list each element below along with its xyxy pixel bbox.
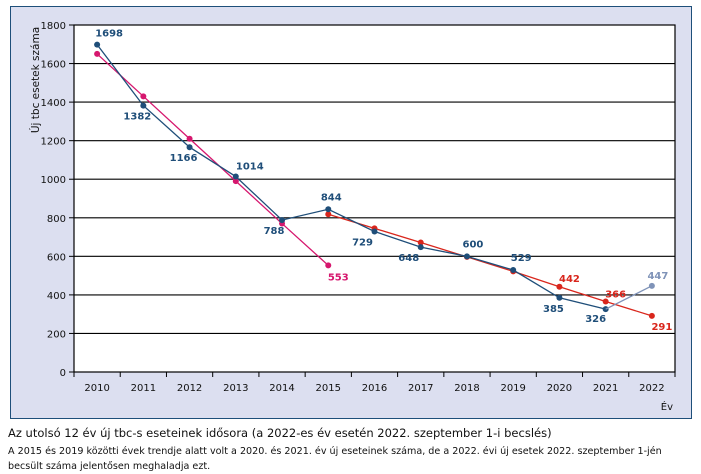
data-point-actual xyxy=(94,41,101,48)
x-axis-label: Év xyxy=(661,400,673,413)
data-point-trend-2015-2019 xyxy=(556,283,563,290)
data-label-actual: 326 xyxy=(585,314,606,325)
y-tick-label: 400 xyxy=(47,291,66,302)
data-point-actual xyxy=(325,206,332,213)
y-tick-label: 1200 xyxy=(41,137,66,148)
data-point-trend-2010-2015 xyxy=(325,262,332,269)
x-tick-label: 2014 xyxy=(269,383,294,394)
data-point-actual xyxy=(417,244,424,251)
data-label-actual: 529 xyxy=(511,253,532,264)
data-label-actual: 788 xyxy=(264,226,285,237)
y-tick-label: 200 xyxy=(47,329,66,340)
data-point-actual xyxy=(279,217,286,224)
y-tick-label: 1600 xyxy=(41,60,66,71)
data-point-trend-2010-2015 xyxy=(186,135,193,142)
data-label-actual: 844 xyxy=(321,192,342,203)
data-label-estimate-2022: 447 xyxy=(647,271,668,282)
figure-caption-body: A 2015 és 2019 közötti évek trendje alat… xyxy=(8,446,662,472)
data-label-actual: 1014 xyxy=(236,162,264,173)
x-tick-label: 2019 xyxy=(500,383,525,394)
y-tick-label: 1800 xyxy=(41,21,66,32)
x-tick-label: 2022 xyxy=(639,383,664,394)
y-tick-label: 800 xyxy=(47,214,66,225)
data-point-trend-2010-2015 xyxy=(94,50,101,57)
data-label-trend-2010-2015: 553 xyxy=(328,272,349,283)
data-label-trend-2015-2019: 291 xyxy=(651,322,672,333)
data-point-trend-2015-2019 xyxy=(648,312,655,319)
data-label-actual: 729 xyxy=(352,237,373,248)
x-tick-label: 2017 xyxy=(408,383,433,394)
data-label-actual: 1166 xyxy=(170,153,198,164)
x-tick-label: 2020 xyxy=(547,383,572,394)
data-point-trend-2010-2015 xyxy=(232,178,239,185)
data-label-actual: 1698 xyxy=(95,29,123,40)
data-point-trend-2015-2019 xyxy=(602,298,609,305)
series-line-trend-2010-2015 xyxy=(96,53,329,266)
plot-area xyxy=(73,24,676,373)
data-point-actual xyxy=(463,253,470,260)
data-point-trend-2010-2015 xyxy=(140,93,147,100)
data-point-actual xyxy=(140,102,147,109)
series-line-estimate-2022 xyxy=(605,285,653,310)
y-tick-label: 0 xyxy=(60,368,66,379)
data-point-actual xyxy=(232,173,239,180)
x-tick-label: 2016 xyxy=(362,383,387,394)
x-tick-label: 2021 xyxy=(593,383,618,394)
x-tick-label: 2018 xyxy=(454,383,479,394)
series-line-trend-2015-2019 xyxy=(328,213,653,317)
data-label-actual: 385 xyxy=(543,304,564,315)
data-point-trend-2015-2019 xyxy=(417,239,424,246)
figure-caption-title: Az utolsó 12 év új tbc-s eseteinek időso… xyxy=(8,426,552,440)
data-label-actual: 648 xyxy=(398,253,419,264)
data-point-actual xyxy=(556,294,563,301)
y-tick-label: 1400 xyxy=(41,98,66,109)
data-label-actual: 1382 xyxy=(123,112,151,123)
data-point-trend-2015-2019 xyxy=(325,211,332,218)
data-point-actual xyxy=(371,228,378,235)
y-tick-label: 1000 xyxy=(41,175,66,186)
x-tick-label: 2015 xyxy=(316,383,341,394)
data-point-estimate-2022 xyxy=(648,282,655,289)
data-label-actual: 600 xyxy=(463,239,484,250)
x-tick-label: 2013 xyxy=(223,383,248,394)
data-label-trend-2015-2019: 442 xyxy=(559,274,580,285)
data-point-actual xyxy=(510,267,517,274)
x-tick-label: 2010 xyxy=(84,383,109,394)
y-tick-label: 600 xyxy=(47,252,66,263)
data-point-actual xyxy=(186,144,193,151)
data-label-trend-2015-2019: 366 xyxy=(605,289,626,300)
series-line-actual xyxy=(96,44,606,310)
x-tick-label: 2011 xyxy=(131,383,156,394)
line-chart: 0 200 400 600 800 1000 1200 1400 1600 1800 2010 201… xyxy=(29,21,676,413)
x-tick-label: 2012 xyxy=(177,383,202,394)
y-axis-label: Új tbc esetek száma xyxy=(29,27,42,133)
